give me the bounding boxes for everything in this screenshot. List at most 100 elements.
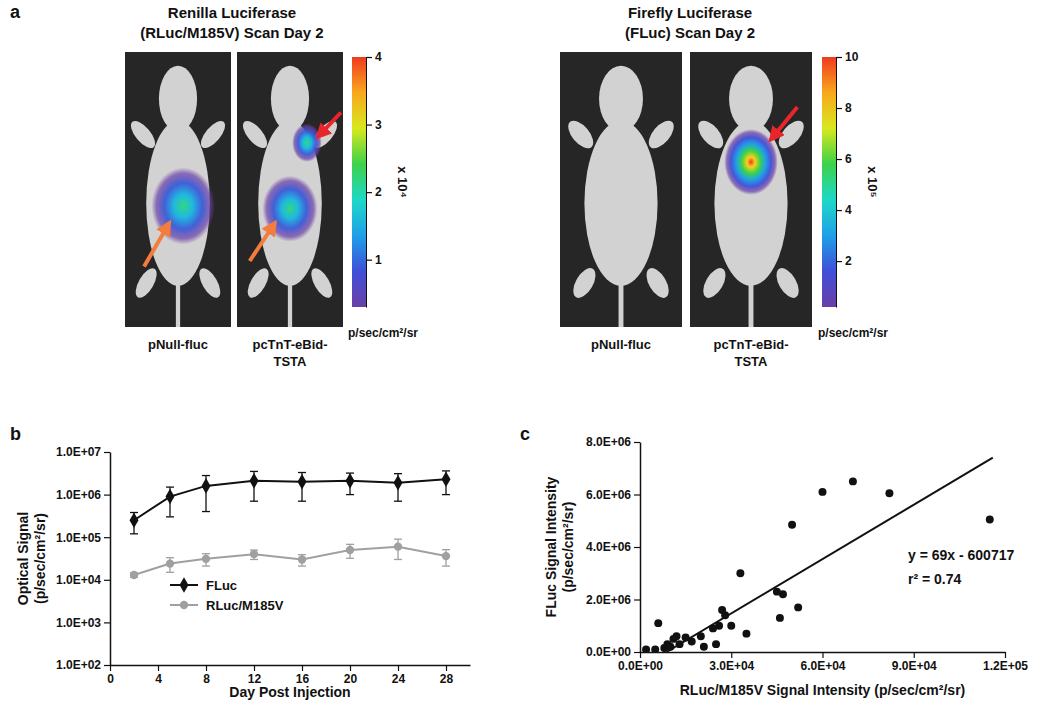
colorbar-multiplier: x 10⁵ bbox=[865, 166, 880, 197]
tick: 0.0E+00 bbox=[586, 645, 640, 659]
x-axis-title: Day Post Injection bbox=[229, 684, 350, 700]
tick: 1 bbox=[366, 253, 382, 267]
tick-label: 1.0E+03 bbox=[56, 616, 101, 630]
point bbox=[250, 550, 258, 558]
tick-label: 1.0E+02 bbox=[56, 658, 101, 672]
mouse-tail bbox=[288, 283, 292, 327]
tick-mark bbox=[158, 665, 159, 671]
tick-mark bbox=[836, 108, 842, 109]
error-bar-part bbox=[202, 475, 210, 476]
error-bar-part bbox=[298, 472, 306, 473]
y-axis-title: Optical Signal bbox=[15, 512, 31, 605]
legend-marker bbox=[180, 601, 188, 609]
tick: 28 bbox=[440, 665, 454, 686]
x-axis-title: RLuc/M185V Signal Intensity (p/sec/cm²/s… bbox=[680, 682, 966, 698]
tick-mark bbox=[634, 599, 640, 600]
tick-label: 0.0E+00 bbox=[586, 645, 631, 659]
tick: 8 bbox=[836, 101, 852, 115]
point bbox=[688, 638, 696, 646]
tick-label: 10 bbox=[845, 50, 859, 64]
tick-label: 1.0E+07 bbox=[56, 445, 101, 459]
error-bar-part bbox=[298, 565, 306, 566]
tick-mark bbox=[104, 495, 110, 496]
point bbox=[736, 569, 744, 577]
mouse-limb bbox=[569, 264, 600, 301]
mouse-limb bbox=[195, 265, 224, 301]
mouse-limb bbox=[694, 116, 728, 152]
point bbox=[298, 555, 306, 563]
tick-label: 2 bbox=[845, 254, 852, 268]
error-bar bbox=[346, 544, 354, 558]
colorbar-axis: 246810 bbox=[836, 50, 859, 307]
mouse-limb bbox=[642, 264, 673, 301]
tick-label: 6 bbox=[845, 152, 852, 166]
tick-mark bbox=[634, 494, 640, 495]
series bbox=[130, 539, 450, 579]
tick-mark bbox=[731, 652, 732, 658]
point bbox=[673, 632, 681, 640]
tick-mark bbox=[104, 452, 110, 453]
annotation: r² = 0.74 bbox=[908, 571, 962, 587]
colorbar-unit: p/sec/cm²/sr bbox=[818, 326, 888, 340]
y-axis-title: (p/sec/cm²/sr) bbox=[560, 501, 576, 592]
error-bar bbox=[346, 473, 354, 495]
error-bar-part bbox=[394, 538, 402, 539]
tick-mark bbox=[634, 547, 640, 548]
axis-line bbox=[836, 58, 837, 308]
tick-label: 4.0E+06 bbox=[586, 540, 631, 554]
point bbox=[986, 515, 994, 523]
point bbox=[394, 542, 402, 550]
tick: 3.0E+04 bbox=[709, 652, 754, 673]
mouse-limb bbox=[197, 117, 230, 152]
y-axis-title: (p/sec/cm²/sr) bbox=[32, 513, 48, 604]
mouse-image bbox=[237, 52, 343, 327]
tick-label: 3.0E+04 bbox=[709, 659, 754, 673]
point bbox=[442, 552, 450, 560]
signal-blob bbox=[152, 168, 216, 245]
error-bar-part bbox=[166, 557, 174, 558]
colorbar bbox=[352, 57, 366, 307]
image-background bbox=[560, 52, 682, 327]
tick-mark bbox=[634, 652, 640, 653]
tick-mark bbox=[104, 665, 110, 666]
tick: 1.0E+06 bbox=[56, 488, 110, 502]
mouse-limb bbox=[772, 264, 803, 301]
mouse-image bbox=[560, 52, 682, 327]
error-bar-part bbox=[166, 486, 174, 487]
point bbox=[346, 473, 355, 489]
point bbox=[697, 632, 705, 640]
error-bar bbox=[394, 474, 402, 502]
tick-mark bbox=[350, 665, 351, 671]
colorbar-axis: 1234 bbox=[366, 50, 382, 307]
point bbox=[788, 521, 796, 529]
tick-label: 2 bbox=[375, 185, 382, 199]
signal-blob bbox=[292, 124, 322, 163]
tick-label: 1.2E+05 bbox=[983, 659, 1028, 673]
tick: 1.2E+05 bbox=[983, 652, 1028, 673]
error-bar bbox=[250, 550, 258, 559]
mouse-head bbox=[729, 66, 773, 132]
legend-label: RLuc/M185V bbox=[206, 598, 284, 613]
error-bar-part bbox=[442, 494, 450, 495]
point bbox=[676, 640, 684, 648]
tick-mark bbox=[366, 260, 372, 261]
group-title: (FLuc) Scan Day 2 bbox=[625, 24, 755, 41]
point bbox=[166, 559, 174, 567]
mouse-tail bbox=[749, 283, 754, 327]
point bbox=[666, 643, 674, 651]
mouse-head bbox=[599, 66, 643, 132]
point bbox=[819, 488, 827, 496]
legend-marker bbox=[180, 577, 189, 593]
point bbox=[727, 622, 735, 630]
point bbox=[849, 477, 857, 485]
tick-label: 3 bbox=[375, 118, 382, 132]
tick: 20 bbox=[344, 665, 358, 686]
colorbar bbox=[822, 57, 836, 307]
point bbox=[202, 478, 211, 494]
point bbox=[654, 619, 662, 627]
point bbox=[779, 590, 787, 598]
tick-label: 9.0E+04 bbox=[892, 659, 937, 673]
plot-area bbox=[130, 471, 451, 579]
error-bar-part bbox=[442, 470, 450, 471]
tick: 4 bbox=[155, 665, 162, 686]
